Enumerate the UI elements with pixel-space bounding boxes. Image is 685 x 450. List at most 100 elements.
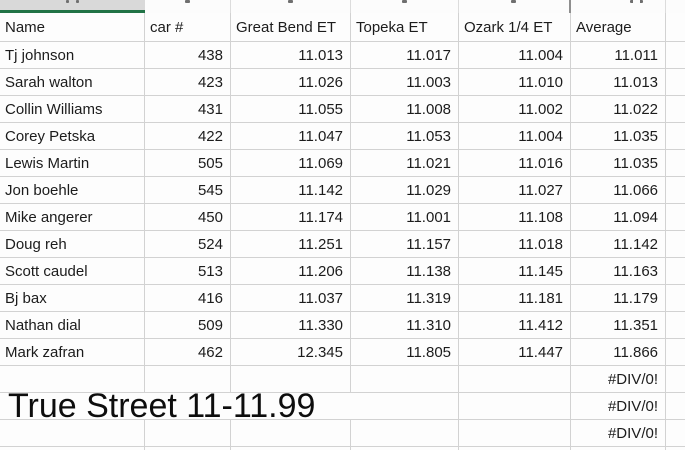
empty-cell[interactable] [231,420,351,446]
cell-name[interactable]: Corey Petska [0,123,145,149]
cell-topeka-et[interactable]: 11.021 [351,150,459,176]
empty-cell[interactable] [666,339,685,365]
cell-car-number[interactable]: 416 [145,285,231,311]
cell-name[interactable]: Nathan dial [0,312,145,338]
cell-name[interactable]: Sarah walton [0,69,145,95]
cell-car-number[interactable]: 509 [145,312,231,338]
cell-car-number[interactable]: 422 [145,123,231,149]
cell-name[interactable]: Lewis Martin [0,150,145,176]
cutoff-cell[interactable] [231,0,351,13]
cell-ozark-et[interactable]: 11.108 [459,204,571,230]
cell-car-number[interactable]: 431 [145,96,231,122]
cell-average[interactable]: 11.013 [571,69,666,95]
cell-average[interactable]: 11.035 [571,123,666,149]
cell-great-bend-et[interactable]: 11.206 [231,258,351,284]
cell-average[interactable]: 11.022 [571,96,666,122]
empty-cell[interactable] [666,96,685,122]
empty-cell[interactable] [145,420,231,446]
empty-cell[interactable] [459,393,571,419]
cell-name[interactable]: Jon boehle [0,177,145,203]
active-cell-green-underline[interactable] [0,0,145,13]
cell-average[interactable]: 11.142 [571,231,666,257]
cutoff-cell[interactable] [145,0,231,13]
header-empty[interactable] [666,13,685,41]
empty-cell[interactable] [459,420,571,446]
cell-ozark-et[interactable]: 11.016 [459,150,571,176]
cell-topeka-et[interactable]: 11.029 [351,177,459,203]
cell-average[interactable]: 11.179 [571,285,666,311]
cell-topeka-et[interactable]: 11.003 [351,69,459,95]
cell-ozark-et[interactable]: 11.412 [459,312,571,338]
cell-average[interactable]: 11.066 [571,177,666,203]
cell-average[interactable]: 11.351 [571,312,666,338]
cell-great-bend-et[interactable]: 11.174 [231,204,351,230]
header-great-bend-et[interactable]: Great Bend ET [231,13,351,41]
empty-cell[interactable] [666,177,685,203]
cell-average[interactable]: 11.035 [571,150,666,176]
empty-cell[interactable] [231,366,351,392]
empty-cell[interactable] [666,393,685,419]
header-name[interactable]: Name [0,13,145,41]
cell-name[interactable]: Doug reh [0,231,145,257]
cell-great-bend-et[interactable]: 11.026 [231,69,351,95]
empty-cell[interactable] [666,123,685,149]
cell-car-number[interactable]: 505 [145,150,231,176]
empty-cell[interactable] [0,420,145,446]
empty-cell[interactable] [666,150,685,176]
empty-cell[interactable] [666,231,685,257]
cell-topeka-et[interactable]: 11.017 [351,42,459,68]
cell-ozark-et[interactable]: 11.004 [459,123,571,149]
cell-name[interactable]: Collin Williams [0,96,145,122]
cell-great-bend-et[interactable]: 11.069 [231,150,351,176]
cell-average[interactable]: 11.094 [571,204,666,230]
cell-great-bend-et[interactable]: 11.037 [231,285,351,311]
empty-cell[interactable] [351,420,459,446]
cell-ozark-et[interactable]: 11.447 [459,339,571,365]
cutoff-cell[interactable] [666,0,685,13]
cell-car-number[interactable]: 423 [145,69,231,95]
div0-error-cell[interactable]: #DIV/0! [571,366,666,392]
header-average[interactable]: Average [571,13,666,41]
empty-cell[interactable] [666,69,685,95]
cell-great-bend-et[interactable]: 11.330 [231,312,351,338]
empty-cell[interactable] [666,420,685,446]
cell-car-number[interactable]: 438 [145,42,231,68]
cell-ozark-et[interactable]: 11.002 [459,96,571,122]
cell-ozark-et[interactable]: 11.181 [459,285,571,311]
cell-topeka-et[interactable]: 11.008 [351,96,459,122]
cell-average[interactable]: 11.011 [571,42,666,68]
cell-car-number[interactable]: 450 [145,204,231,230]
header-ozark-et[interactable]: Ozark 1/4 ET [459,13,571,41]
cell-car-number[interactable]: 462 [145,339,231,365]
div0-error-cell[interactable]: #DIV/0! [571,393,666,419]
cell-ozark-et[interactable]: 11.027 [459,177,571,203]
cell-great-bend-et[interactable]: 11.251 [231,231,351,257]
cell-name[interactable]: Mike angerer [0,204,145,230]
cell-great-bend-et[interactable]: 11.055 [231,96,351,122]
cell-ozark-et[interactable]: 11.145 [459,258,571,284]
cell-topeka-et[interactable]: 11.310 [351,312,459,338]
empty-cell[interactable] [145,366,231,392]
empty-cell[interactable] [351,366,459,392]
cell-great-bend-et[interactable]: 11.142 [231,177,351,203]
div0-error-cell[interactable]: #DIV/0! [571,420,666,446]
empty-cell[interactable] [666,204,685,230]
cell-car-number[interactable]: 524 [145,231,231,257]
empty-cell[interactable] [459,366,571,392]
cell-ozark-et[interactable]: 11.010 [459,69,571,95]
empty-cell[interactable] [666,285,685,311]
header-topeka-et[interactable]: Topeka ET [351,13,459,41]
cell-topeka-et[interactable]: 11.157 [351,231,459,257]
cell-name[interactable]: Mark zafran [0,339,145,365]
empty-cell[interactable] [666,258,685,284]
empty-cell[interactable] [0,366,145,392]
cell-average[interactable]: 11.163 [571,258,666,284]
cell-topeka-et[interactable]: 11.805 [351,339,459,365]
cell-topeka-et[interactable]: 11.319 [351,285,459,311]
cell-average[interactable]: 11.866 [571,339,666,365]
empty-cell[interactable] [666,366,685,392]
cell-great-bend-et[interactable]: 11.013 [231,42,351,68]
cell-great-bend-et[interactable]: 11.047 [231,123,351,149]
header-car-number[interactable]: car # [145,13,231,41]
cell-car-number[interactable]: 545 [145,177,231,203]
